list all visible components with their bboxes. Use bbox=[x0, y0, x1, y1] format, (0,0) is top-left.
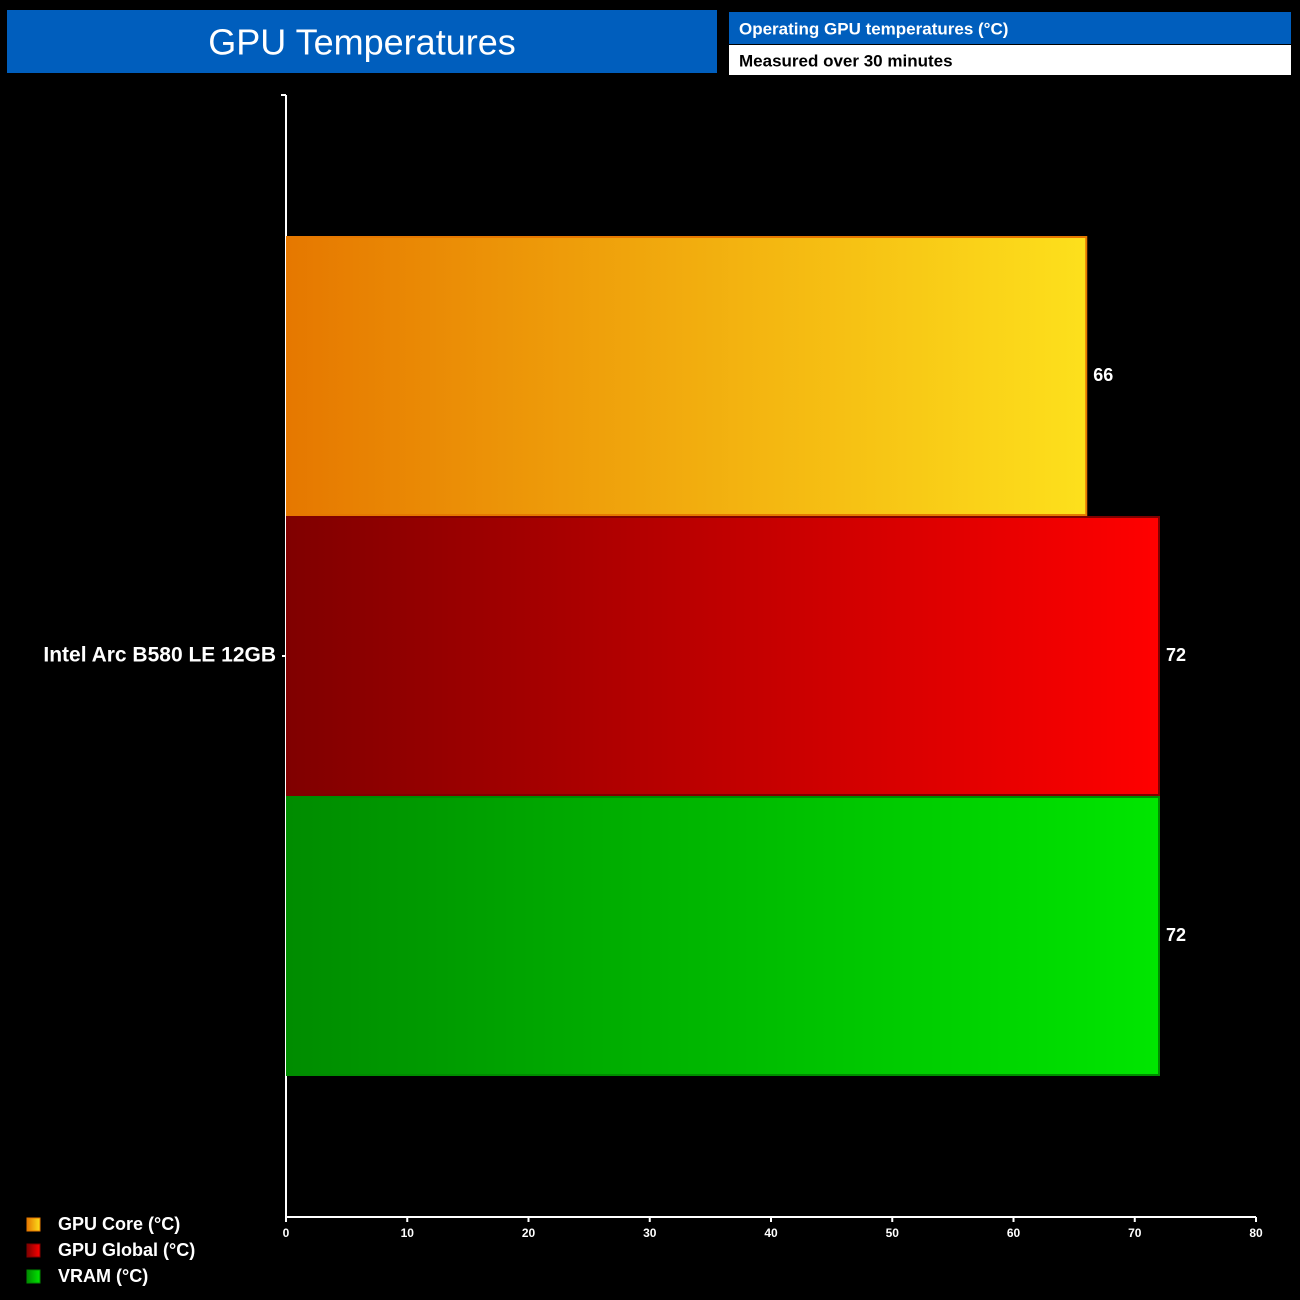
legend-swatch bbox=[26, 1269, 41, 1284]
title-box bbox=[7, 10, 717, 73]
x-tick-label: 50 bbox=[886, 1226, 900, 1240]
x-tick-label: 80 bbox=[1249, 1226, 1263, 1240]
x-tick-label: 10 bbox=[401, 1226, 415, 1240]
bar bbox=[286, 236, 1088, 516]
y-tick-label: Intel Arc B580 LE 12GB bbox=[43, 644, 276, 667]
x-tick-label: 0 bbox=[283, 1226, 290, 1240]
chart-title: GPU Temperatures bbox=[208, 22, 515, 63]
value-label: 72 bbox=[1166, 925, 1186, 945]
chart-subtitle: Operating GPU temperatures (°C) bbox=[739, 19, 1008, 38]
x-tick-label: 60 bbox=[1007, 1226, 1021, 1240]
legend-label: GPU Global (°C) bbox=[58, 1240, 195, 1260]
legend-swatch bbox=[26, 1243, 41, 1258]
x-tick-label: 70 bbox=[1128, 1226, 1142, 1240]
note-box bbox=[729, 45, 1291, 75]
x-tick-label: 30 bbox=[643, 1226, 657, 1240]
bar bbox=[286, 516, 1160, 796]
legend-swatch bbox=[26, 1217, 41, 1232]
x-tick-label: 40 bbox=[764, 1226, 778, 1240]
subtitle-box bbox=[729, 12, 1291, 44]
chart-note: Measured over 30 minutes bbox=[739, 51, 953, 70]
value-label: 66 bbox=[1093, 365, 1113, 385]
legend-label: GPU Core (°C) bbox=[58, 1214, 180, 1234]
x-tick-label: 20 bbox=[522, 1226, 536, 1240]
value-label: 72 bbox=[1166, 645, 1186, 665]
bar bbox=[286, 796, 1160, 1076]
legend-label: VRAM (°C) bbox=[58, 1266, 148, 1286]
